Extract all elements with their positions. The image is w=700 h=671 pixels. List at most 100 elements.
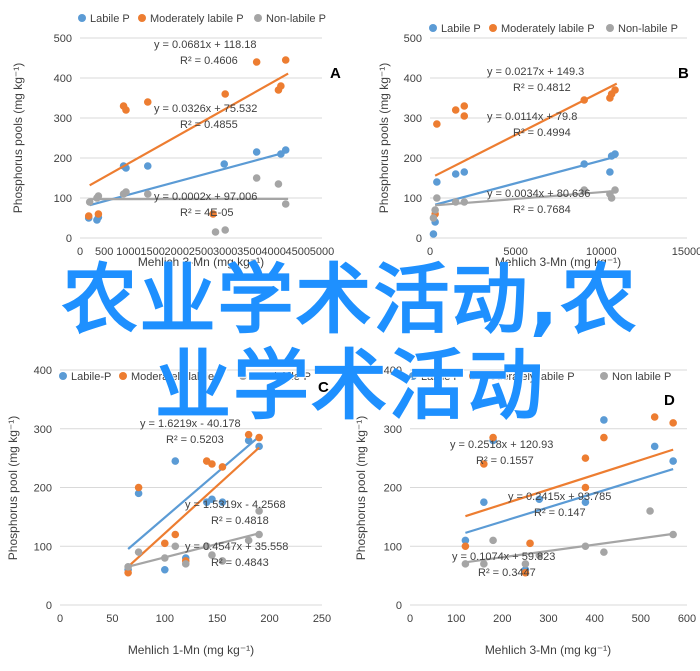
legend-label: Non-labile P: [266, 13, 326, 25]
legend-label: Labile-P: [71, 371, 111, 383]
regression-equation: y = 0.0217x + 149.3: [487, 66, 584, 78]
legend-label: Non-labile P: [618, 23, 678, 35]
data-point: [208, 460, 216, 468]
legend-label: Labile P: [441, 23, 481, 35]
y-tick-label: 100: [54, 193, 72, 205]
data-point: [526, 539, 534, 548]
data-point: [429, 214, 438, 222]
r-squared-label: R² = 0.4843: [211, 557, 269, 569]
y-axis-title: Phosphorus pool (mg kg⁻¹): [6, 416, 20, 560]
legend-label: Moderately labile P: [501, 23, 595, 35]
data-point: [600, 548, 608, 556]
legend-marker: [239, 372, 247, 380]
r-squared-label: R² = 0.1557: [476, 455, 534, 467]
y-tick-label: 0: [416, 233, 422, 245]
y-tick-label: 400: [34, 365, 52, 377]
panel-label: B: [678, 65, 689, 82]
data-point: [606, 168, 614, 176]
data-point: [94, 192, 103, 200]
x-tick-label: 200: [260, 613, 278, 625]
legend-marker: [489, 24, 497, 32]
x-tick-label: 1000: [116, 246, 140, 258]
y-tick-label: 0: [396, 600, 402, 612]
regression-equation: y = 0.0002x + 97.006: [154, 191, 257, 203]
x-tick-label: 4000: [261, 246, 285, 258]
x-tick-label: 100: [156, 613, 174, 625]
r-squared-label: R² = 0.147: [534, 507, 586, 519]
data-point: [460, 198, 469, 206]
overlay-title-line-1: 农业学术活动,农: [61, 255, 639, 344]
r-squared-label: R² = 0.4994: [513, 127, 571, 139]
data-point: [221, 226, 229, 234]
legend-label: Moderately labile P: [150, 13, 244, 25]
legend-marker: [138, 14, 146, 22]
data-point: [461, 560, 470, 568]
legend-marker: [429, 24, 437, 32]
data-point: [580, 186, 588, 194]
trendline: [465, 532, 674, 564]
data-point: [669, 457, 677, 465]
x-tick-label: 0: [77, 246, 83, 258]
data-point: [255, 433, 263, 442]
x-tick-label: 0: [407, 613, 413, 625]
x-tick-label: 10000: [586, 246, 617, 258]
data-point: [431, 206, 439, 214]
x-tick-label: 500: [95, 246, 113, 258]
data-point: [461, 542, 470, 551]
data-point: [650, 442, 659, 451]
regression-equation: y = 0.0681x + 118.18: [154, 39, 257, 51]
data-point: [143, 98, 152, 106]
x-tick-label: 3000: [213, 246, 237, 258]
y-axis-title: Phosphorus pools (mg kg⁻¹): [11, 63, 25, 213]
data-point: [281, 56, 290, 64]
data-point: [143, 162, 152, 170]
x-tick-label: 250: [313, 613, 331, 625]
data-point: [244, 430, 253, 439]
x-tick-label: 500: [632, 613, 650, 625]
x-tick-label: 15000: [672, 246, 700, 258]
data-point: [646, 507, 654, 515]
trendline: [89, 72, 289, 187]
data-point: [255, 530, 263, 539]
x-tick-label: 100: [447, 613, 465, 625]
x-tick-label: 0: [57, 613, 63, 625]
data-point: [134, 548, 143, 556]
regression-equation: y = 0.4547x + 35.558: [185, 541, 288, 553]
legend-label: Non labile P: [612, 371, 671, 383]
x-tick-label: 1500: [140, 246, 164, 258]
r-squared-label: R² = 0.4855: [180, 119, 238, 131]
data-point: [84, 212, 93, 220]
y-tick-label: 0: [46, 600, 52, 612]
data-point: [85, 198, 94, 206]
legend-label: Non labile-P: [251, 371, 311, 383]
y-tick-label: 500: [404, 33, 422, 45]
data-point: [611, 186, 619, 194]
data-point: [480, 560, 488, 568]
data-point: [611, 150, 619, 158]
y-tick-label: 300: [404, 113, 422, 125]
x-axis-title: Mehlich 3-Mn (mg kg⁻¹): [485, 643, 611, 657]
data-point: [244, 436, 253, 445]
data-point: [669, 530, 677, 539]
y-tick-label: 400: [384, 365, 402, 377]
data-point: [460, 112, 469, 120]
x-axis-title: Mehlich 3-Mn (mg kg⁻¹): [495, 255, 621, 269]
regression-equation: y = 1.5319x - 4.2568: [185, 499, 286, 511]
data-point: [433, 178, 441, 186]
x-axis-title: Mehlich 3-Mn (mg kg⁻¹): [138, 255, 264, 269]
legend-marker: [600, 372, 608, 380]
y-axis-title: Phosphorus pools (mg kg⁻¹): [377, 63, 391, 213]
data-point: [535, 551, 544, 559]
legend-label: Labile P: [90, 13, 130, 25]
chart-panel-d: 0 100 200 300 400 0 100 200 300 400 500 600 y = 0.24…: [354, 365, 696, 657]
data-point: [429, 230, 438, 238]
data-point: [480, 498, 488, 506]
data-point: [580, 96, 588, 104]
data-point: [218, 557, 227, 565]
data-point: [581, 454, 590, 462]
data-point: [124, 568, 132, 577]
data-point: [521, 568, 530, 577]
data-point: [580, 160, 588, 168]
